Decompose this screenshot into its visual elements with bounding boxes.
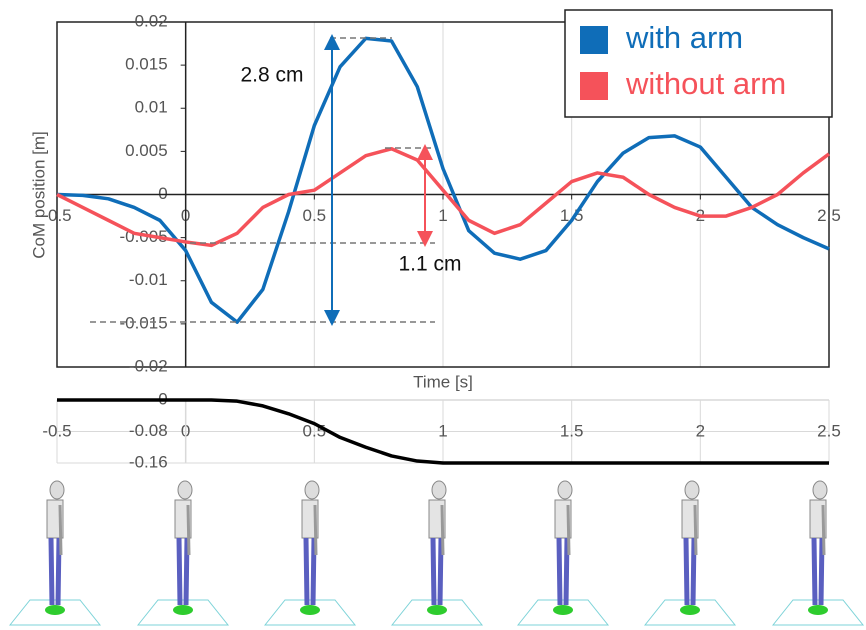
legend: with arm without arm — [564, 9, 833, 118]
y-tick-label: 0.01 — [135, 98, 168, 117]
y-tick-label: -0.015 — [119, 313, 167, 332]
skeleton — [643, 480, 737, 626]
skeleton — [8, 480, 102, 626]
legend-label: with arm — [625, 20, 743, 55]
annotation: 1.1 cm — [398, 253, 461, 276]
y-tick-label: -0.01 — [129, 270, 168, 289]
x-tick-label: 1.5 — [560, 421, 584, 440]
floor — [8, 599, 102, 626]
foot — [45, 605, 65, 615]
y-tick-label: -0.16 — [129, 452, 168, 471]
skeleton — [771, 480, 865, 626]
x-tick-label: 2 — [696, 421, 705, 440]
series-line — [56, 147, 831, 248]
head — [684, 480, 700, 500]
floor — [136, 599, 230, 626]
floor — [390, 599, 484, 626]
skeleton — [390, 480, 484, 626]
skeleton — [136, 480, 230, 626]
head — [304, 480, 320, 500]
skeleton — [263, 480, 357, 626]
foot — [427, 605, 447, 615]
x-axis-label: Time [s] — [413, 372, 473, 391]
legs — [303, 537, 317, 606]
skeletons — [8, 480, 865, 626]
arm — [566, 504, 571, 556]
x-tick-label: 1 — [438, 421, 447, 440]
legs — [556, 537, 570, 606]
x-tick-label: 2.5 — [817, 206, 841, 225]
x-tick-label: 1 — [438, 206, 447, 225]
floor — [643, 599, 737, 626]
x-tick-label: -0.5 — [42, 421, 71, 440]
floor — [771, 599, 865, 626]
y-tick-label: 0.02 — [135, 11, 168, 30]
y-tick-label: 0.005 — [125, 141, 168, 160]
legs — [176, 537, 190, 606]
series-line — [57, 398, 829, 465]
arm — [58, 504, 63, 556]
legs — [683, 537, 697, 606]
arm — [313, 504, 318, 556]
head — [49, 480, 65, 500]
y-tick-label: -0.02 — [129, 356, 168, 375]
x-tick-label: 2.5 — [817, 421, 841, 440]
floor — [263, 599, 357, 626]
legend-box — [564, 9, 833, 118]
x-tick-label: 0.5 — [303, 206, 327, 225]
y-tick-label: 0.015 — [125, 55, 168, 74]
y-tick-label: 0 — [158, 184, 167, 203]
legend-swatch — [580, 72, 608, 100]
legend-label: without arm — [625, 66, 786, 101]
y-tick-label: -0.08 — [129, 421, 168, 440]
foot — [173, 605, 193, 615]
arm — [440, 504, 445, 556]
foot — [680, 605, 700, 615]
series-line — [56, 36, 830, 324]
legs — [48, 537, 62, 606]
y-axis-label: CoM position [m] — [29, 131, 48, 259]
head — [557, 480, 573, 500]
legs — [811, 537, 825, 606]
arm — [693, 504, 698, 556]
head — [812, 480, 828, 500]
head — [177, 480, 193, 500]
head — [431, 480, 447, 500]
x-tick-label: -0.5 — [42, 206, 71, 225]
floor — [516, 599, 610, 626]
legend-swatch — [580, 26, 608, 54]
arm — [821, 504, 826, 556]
foot — [808, 605, 828, 615]
skeleton — [516, 480, 610, 626]
foot — [300, 605, 320, 615]
legs — [430, 537, 444, 606]
annotation: 2.8 cm — [240, 64, 303, 87]
foot — [553, 605, 573, 615]
arm — [186, 504, 191, 556]
